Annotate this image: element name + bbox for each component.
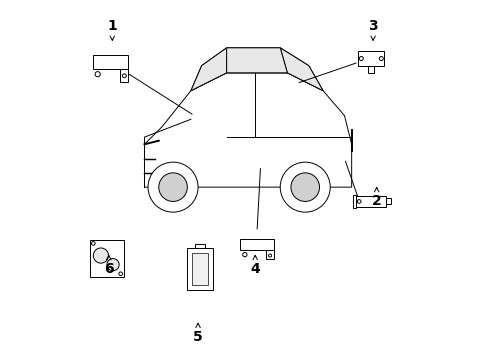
- Bar: [186, 248, 212, 290]
- Bar: [93, 55, 128, 69]
- Circle shape: [122, 74, 126, 78]
- Circle shape: [359, 57, 363, 60]
- Bar: [352, 195, 355, 207]
- Polygon shape: [144, 73, 351, 187]
- Polygon shape: [280, 48, 323, 91]
- Text: 4: 4: [250, 255, 260, 276]
- Circle shape: [107, 258, 119, 271]
- Bar: [358, 51, 384, 66]
- Text: 6: 6: [104, 255, 113, 276]
- Bar: [355, 196, 386, 207]
- Text: 5: 5: [193, 323, 203, 344]
- Text: 2: 2: [371, 188, 381, 208]
- Circle shape: [357, 199, 360, 203]
- Circle shape: [242, 252, 246, 257]
- Bar: [120, 69, 128, 82]
- Circle shape: [159, 173, 187, 202]
- Circle shape: [148, 162, 198, 212]
- Circle shape: [268, 254, 271, 257]
- Bar: [191, 253, 207, 285]
- Bar: [240, 239, 273, 250]
- Bar: [367, 66, 373, 73]
- Polygon shape: [190, 48, 323, 91]
- Circle shape: [290, 173, 319, 202]
- Polygon shape: [190, 48, 226, 91]
- Text: 1: 1: [107, 19, 117, 40]
- Circle shape: [119, 272, 122, 276]
- Circle shape: [280, 162, 329, 212]
- Bar: [386, 198, 390, 204]
- Circle shape: [93, 248, 108, 263]
- Circle shape: [95, 72, 100, 77]
- Circle shape: [379, 57, 383, 60]
- Circle shape: [91, 242, 95, 245]
- Bar: [90, 240, 123, 277]
- Text: 3: 3: [367, 19, 377, 40]
- Bar: [265, 250, 273, 259]
- Polygon shape: [226, 48, 287, 73]
- Bar: [195, 244, 204, 248]
